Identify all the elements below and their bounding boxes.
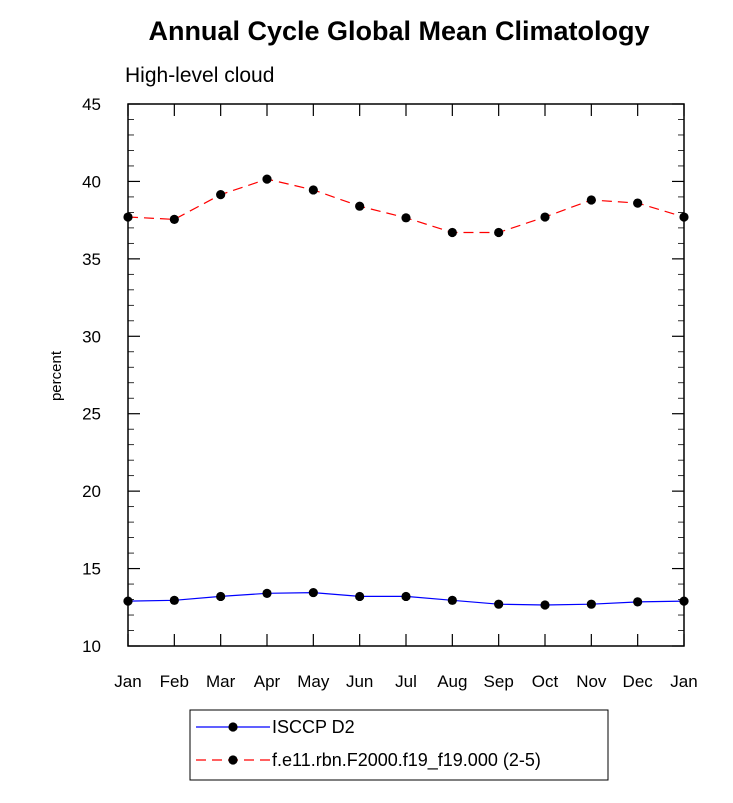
data-point — [169, 214, 179, 224]
chart-title: Annual Cycle Global Mean Climatology — [148, 16, 649, 46]
data-point — [355, 591, 365, 602]
data-point — [633, 198, 643, 208]
series-line-2 — [127, 178, 685, 234]
plot-area: 10 15 20 25 30 35 40 45 Jan Feb Mar Apr May Jun Jul Aug… — [82, 95, 698, 691]
y-tick-label: 40 — [82, 172, 101, 191]
data-point — [633, 597, 643, 607]
data-point — [308, 185, 318, 195]
x-tick-label: Aug — [437, 672, 467, 691]
data-point — [169, 595, 179, 605]
chart-subtitle: High-level cloud — [125, 64, 274, 87]
plot-frame — [127, 103, 685, 647]
data-point — [679, 212, 689, 222]
data-point — [308, 587, 318, 598]
data-point — [123, 596, 133, 606]
data-point — [216, 591, 226, 602]
x-tick-label: Apr — [254, 672, 281, 691]
data-point — [262, 174, 272, 184]
y-tick-label: 30 — [82, 327, 101, 346]
y-axis-title: percent — [48, 350, 65, 401]
data-point — [586, 599, 596, 609]
data-point — [540, 600, 550, 610]
y-tick-label: 10 — [82, 637, 101, 656]
data-point — [262, 588, 272, 598]
legend-label-1: ISCCP D2 — [272, 717, 355, 737]
x-tick-label: Feb — [160, 672, 189, 691]
x-tick-label: Jan — [670, 672, 697, 691]
legend-marker-2 — [228, 755, 238, 765]
x-tick-label: Dec — [623, 672, 654, 691]
data-point — [447, 227, 457, 238]
data-point — [447, 595, 457, 605]
x-tick-label: Sep — [484, 672, 514, 691]
x-tick-label: Mar — [206, 672, 236, 691]
data-point — [401, 213, 411, 223]
y-tick-label: 45 — [82, 95, 101, 114]
data-point — [494, 227, 504, 238]
y-tick-label: 15 — [82, 560, 101, 579]
data-point — [540, 212, 550, 222]
x-tick-label: Jun — [346, 672, 373, 691]
x-tick-label: Jan — [114, 672, 141, 691]
legend-label-2: f.e11.rbn.F2000.f19_f19.000 (2-5) — [272, 750, 541, 771]
legend: ISCCP D2 f.e11.rbn.F2000.f19_f19.000 (2-5… — [189, 709, 609, 781]
x-tick-label: Nov — [576, 672, 607, 691]
data-point — [586, 195, 596, 205]
data-point — [679, 596, 689, 606]
x-tick-label: Jul — [395, 672, 417, 691]
data-point — [401, 591, 411, 602]
data-point — [355, 201, 365, 211]
data-point — [123, 212, 133, 222]
y-tick-label: 25 — [82, 405, 101, 424]
y-tick-label: 35 — [82, 250, 101, 269]
x-tick-label: Oct — [532, 672, 559, 691]
y-tick-label: 20 — [82, 482, 101, 501]
data-point — [216, 189, 226, 200]
legend-box — [189, 709, 609, 781]
data-point — [494, 599, 504, 609]
x-tick-label: May — [297, 672, 330, 691]
legend-marker-1 — [228, 722, 238, 732]
